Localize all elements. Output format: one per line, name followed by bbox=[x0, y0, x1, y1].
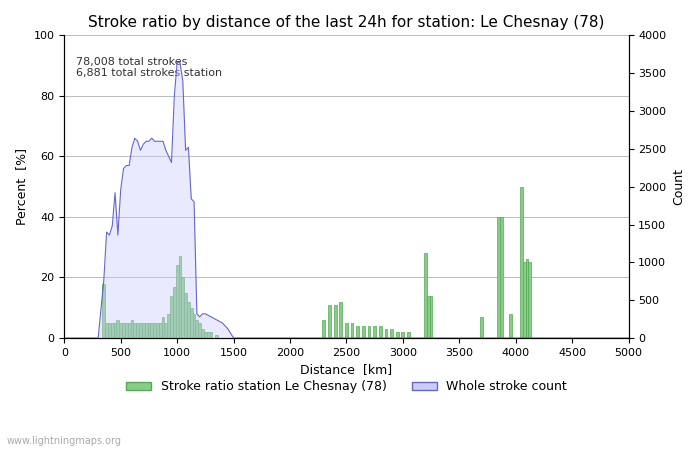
Bar bbox=[368, 326, 370, 338]
Bar bbox=[145, 323, 148, 338]
Bar bbox=[111, 323, 113, 338]
Bar bbox=[102, 284, 105, 338]
Bar bbox=[193, 314, 195, 338]
Y-axis label: Percent  [%]: Percent [%] bbox=[15, 148, 28, 225]
Bar bbox=[323, 320, 326, 338]
Bar bbox=[190, 308, 193, 338]
Bar bbox=[139, 323, 142, 338]
Bar bbox=[520, 187, 523, 338]
Bar bbox=[480, 317, 483, 338]
Bar bbox=[498, 217, 500, 338]
Bar bbox=[108, 323, 111, 338]
Bar bbox=[509, 314, 512, 338]
Bar bbox=[351, 323, 354, 338]
Legend: Stroke ratio station Le Chesnay (78), Whole stroke count: Stroke ratio station Le Chesnay (78), Wh… bbox=[120, 375, 573, 398]
Bar bbox=[215, 335, 218, 338]
Y-axis label: Count: Count bbox=[672, 168, 685, 205]
Bar bbox=[136, 323, 139, 338]
Bar bbox=[173, 287, 176, 338]
Bar bbox=[395, 332, 398, 338]
Bar bbox=[526, 259, 528, 338]
Bar bbox=[134, 323, 136, 338]
Bar bbox=[340, 302, 342, 338]
Bar bbox=[159, 323, 162, 338]
Bar bbox=[402, 332, 405, 338]
Bar bbox=[201, 329, 204, 338]
Bar bbox=[384, 329, 387, 338]
Bar bbox=[125, 323, 128, 338]
Bar bbox=[178, 256, 181, 338]
Bar bbox=[407, 332, 410, 338]
Bar bbox=[150, 323, 153, 338]
Bar bbox=[148, 323, 150, 338]
Bar bbox=[390, 329, 393, 338]
Bar bbox=[424, 253, 427, 338]
Bar bbox=[430, 296, 433, 338]
Bar bbox=[328, 305, 331, 338]
Bar bbox=[523, 262, 526, 338]
Bar bbox=[164, 323, 167, 338]
Bar bbox=[334, 305, 337, 338]
Bar bbox=[209, 332, 212, 338]
Text: 78,008 total strokes
6,881 total strokes station: 78,008 total strokes 6,881 total strokes… bbox=[76, 57, 222, 78]
Bar bbox=[204, 332, 206, 338]
Bar bbox=[184, 292, 187, 338]
Bar bbox=[156, 323, 159, 338]
Bar bbox=[373, 326, 376, 338]
Text: www.lightningmaps.org: www.lightningmaps.org bbox=[7, 436, 122, 446]
Bar bbox=[131, 320, 134, 338]
Bar bbox=[119, 323, 122, 338]
Bar bbox=[162, 317, 164, 338]
Bar bbox=[500, 217, 503, 338]
Bar bbox=[170, 296, 173, 338]
Bar bbox=[187, 302, 190, 338]
Bar bbox=[356, 326, 359, 338]
Bar bbox=[122, 323, 125, 338]
Bar bbox=[105, 323, 108, 338]
Bar bbox=[528, 262, 531, 338]
Bar bbox=[153, 323, 156, 338]
X-axis label: Distance  [km]: Distance [km] bbox=[300, 363, 393, 376]
Title: Stroke ratio by distance of the last 24h for station: Le Chesnay (78): Stroke ratio by distance of the last 24h… bbox=[88, 15, 605, 30]
Bar bbox=[176, 266, 178, 338]
Bar bbox=[427, 296, 430, 338]
Bar bbox=[195, 320, 198, 338]
Bar bbox=[116, 320, 119, 338]
Bar bbox=[181, 278, 184, 338]
Bar bbox=[198, 323, 201, 338]
Bar bbox=[142, 323, 145, 338]
Bar bbox=[379, 326, 382, 338]
Bar bbox=[113, 323, 116, 338]
Bar bbox=[167, 314, 170, 338]
Bar bbox=[206, 332, 209, 338]
Bar bbox=[345, 323, 348, 338]
Bar bbox=[128, 323, 131, 338]
Bar bbox=[362, 326, 365, 338]
